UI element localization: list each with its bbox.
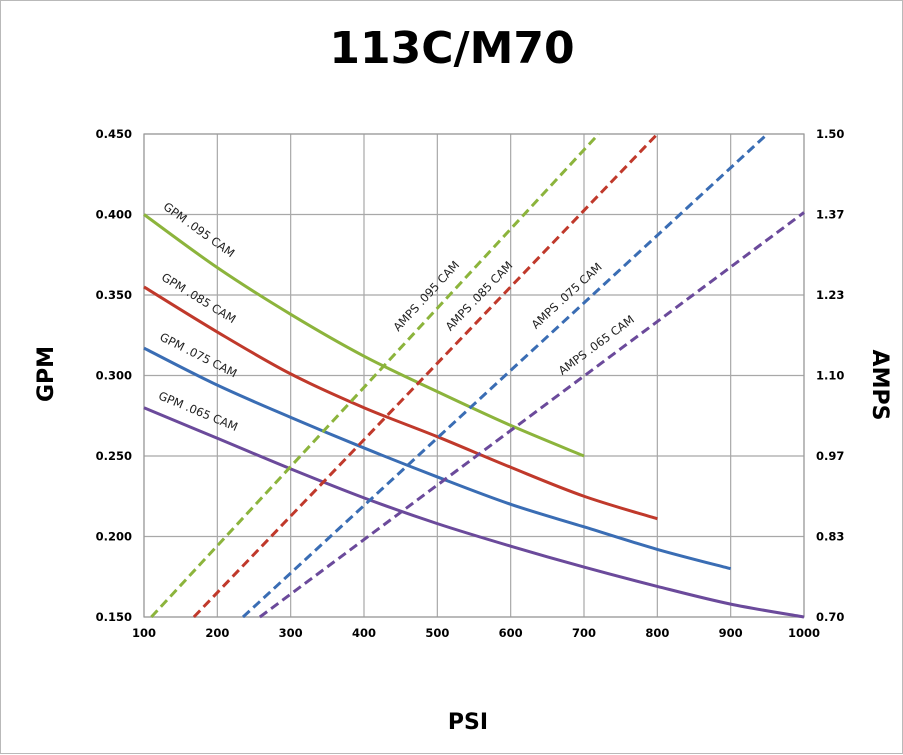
series-line-gpm-075-cam <box>143 346 732 571</box>
y-tick-label: 0.200 <box>96 530 132 544</box>
y2-tick-label: 1.37 <box>816 208 844 222</box>
x-tick-label: 200 <box>205 626 229 640</box>
series-line-gpm-085-cam <box>143 285 658 521</box>
series-line-gpm-065-cam <box>143 406 805 619</box>
series-line-amps-075-cam <box>241 132 769 619</box>
y2-tick-label: 0.70 <box>816 610 844 624</box>
series-label: GPM .095 CAM <box>161 199 238 260</box>
y2-tick-label: 1.10 <box>816 369 844 383</box>
y2-axis-title: AMPS <box>867 350 892 421</box>
grid-lines <box>143 133 805 618</box>
plot-border <box>143 133 805 618</box>
series-label: GPM .065 CAM <box>157 389 240 434</box>
x-tick-label: 300 <box>279 626 303 640</box>
chart-title: 113C/M70 <box>329 23 574 74</box>
x-tick-label: 600 <box>499 626 523 640</box>
y-tick-label: 0.250 <box>96 449 132 463</box>
y2-tick-label: 1.23 <box>816 288 844 302</box>
series-line-gpm-095-cam <box>143 213 585 458</box>
series-line-amps-065-cam <box>258 211 805 619</box>
x-tick-label: 700 <box>572 626 596 640</box>
y-tick-label: 0.350 <box>96 288 132 302</box>
x-tick-label: 1000 <box>788 626 820 640</box>
y2-tick-label: 1.50 <box>816 127 844 141</box>
x-tick-label: 900 <box>719 626 743 640</box>
y-tick-label: 0.150 <box>96 610 132 624</box>
series-lines <box>143 132 805 619</box>
series-label: GPM .085 CAM <box>159 270 238 326</box>
x-tick-label: 800 <box>645 626 669 640</box>
y-axis-title: GPM <box>34 346 59 402</box>
tick-labels: 100 200 300 400 500 600 700 800 900 1000 0.150 0.20… <box>96 127 845 640</box>
y-tick-label: 0.400 <box>96 208 132 222</box>
x-tick-label: 400 <box>352 626 376 640</box>
y2-tick-label: 0.97 <box>816 449 844 463</box>
y-tick-label: 0.450 <box>96 127 132 141</box>
y2-tick-label: 0.83 <box>816 530 844 544</box>
x-tick-label: 500 <box>425 626 449 640</box>
y-tick-label: 0.300 <box>96 369 132 383</box>
x-tick-label: 100 <box>132 626 156 640</box>
series-line-amps-095-cam <box>150 132 600 619</box>
x-axis-title: PSI <box>448 710 488 735</box>
